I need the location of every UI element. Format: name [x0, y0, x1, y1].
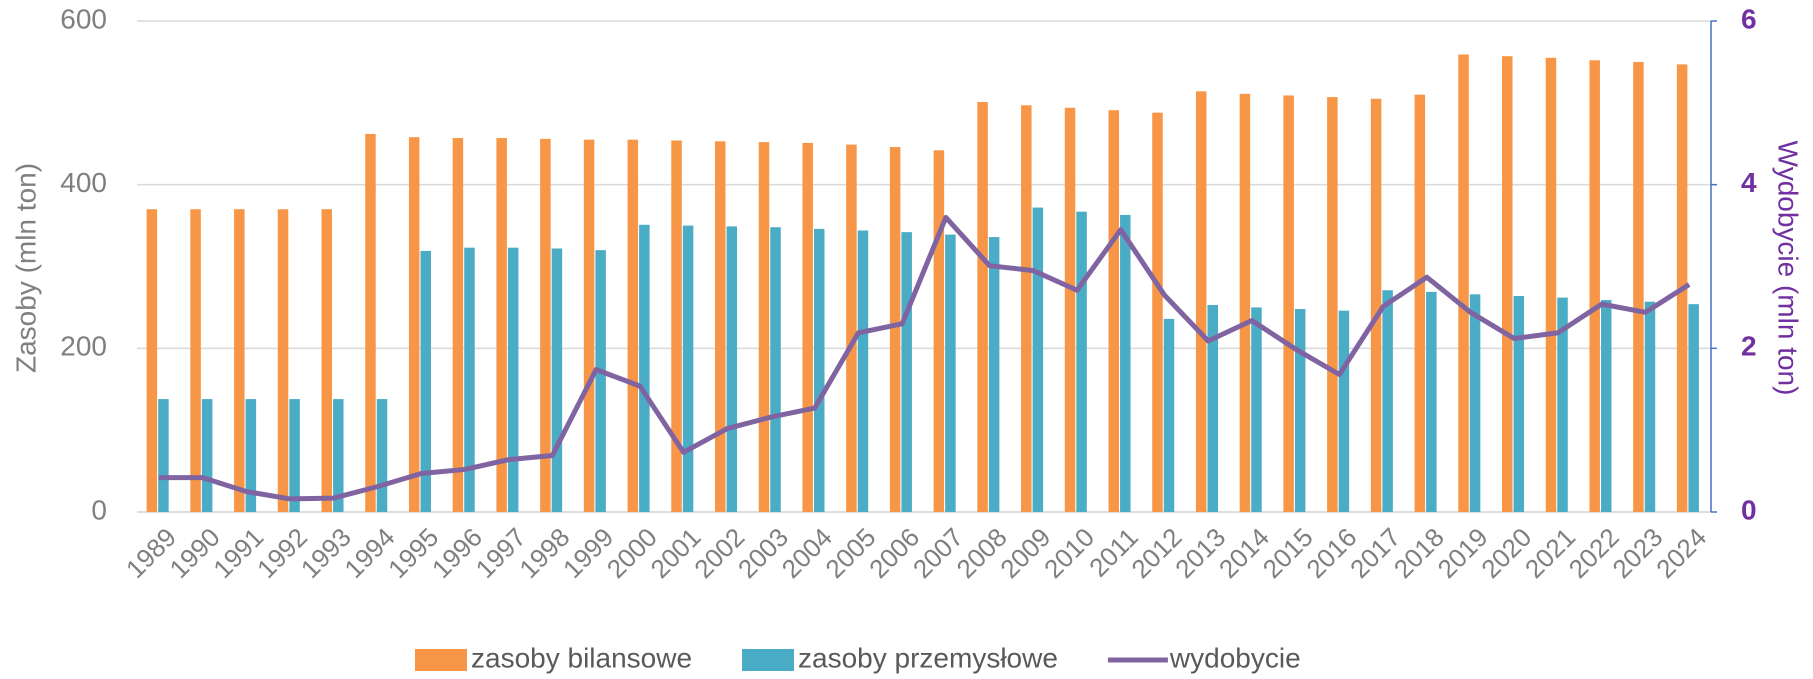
x-tick-label: 2024: [1650, 522, 1712, 584]
bar: [1600, 300, 1612, 512]
legend-label: zasoby bilansowe: [471, 642, 692, 673]
bar: [583, 139, 595, 513]
bar: [234, 209, 245, 512]
bar: [715, 141, 726, 513]
y-tick-label: 600: [60, 3, 107, 34]
bar: [988, 237, 1000, 513]
bar: [945, 234, 956, 512]
bar: [857, 230, 869, 512]
bar: [1633, 61, 1644, 513]
bar: [420, 250, 431, 512]
bar: [846, 144, 857, 512]
bar: [901, 232, 912, 512]
bar: [1426, 291, 1437, 512]
bar: [758, 142, 770, 512]
bar: [802, 142, 813, 512]
bar: [496, 138, 507, 512]
legend-label: wydobycie: [1169, 642, 1301, 673]
bar: [1108, 110, 1120, 512]
bar: [507, 247, 519, 512]
y2-tick-label: 4: [1741, 167, 1757, 198]
y-tick-label: 200: [60, 331, 107, 362]
bar: [1589, 60, 1600, 512]
bar: [1152, 112, 1163, 513]
bar: [158, 399, 169, 512]
bar: [1644, 301, 1656, 512]
bar: [376, 399, 388, 512]
y2-tick-label: 6: [1741, 3, 1757, 34]
y2-tick-label: 0: [1741, 494, 1757, 525]
bar: [1370, 98, 1382, 512]
bar: [1338, 310, 1350, 512]
bar: [1207, 304, 1218, 512]
bar: [1294, 309, 1306, 512]
legend-swatch: [742, 649, 795, 671]
bar: [452, 138, 464, 512]
line: [158, 214, 1691, 502]
bar: [1513, 295, 1525, 512]
bar: [1032, 207, 1044, 512]
legend-swatch: [415, 649, 467, 671]
bar: [1021, 105, 1032, 512]
bar: [977, 102, 988, 512]
bar: [1239, 93, 1251, 512]
bar: [682, 225, 694, 513]
bar: [464, 247, 475, 512]
bar: [245, 399, 257, 512]
bar: [1283, 95, 1294, 513]
bar: [333, 399, 344, 512]
bar: [1545, 57, 1557, 512]
y-tick-label: 0: [91, 494, 107, 525]
bar: [1458, 54, 1469, 512]
bar: [1469, 294, 1481, 512]
bar: [1163, 318, 1175, 512]
bar: [321, 209, 333, 512]
y-tick-label: 400: [60, 167, 107, 198]
bar: [1120, 214, 1131, 512]
bar: [933, 150, 945, 512]
y2-tick-label: 2: [1741, 331, 1757, 362]
bar: [627, 139, 639, 513]
bar: [1064, 107, 1076, 512]
bar: [1688, 304, 1699, 512]
bar: [190, 209, 201, 512]
bar: [1251, 307, 1262, 512]
legend-label: zasoby przemysłowe: [798, 642, 1058, 673]
bar: [1327, 97, 1338, 512]
bar: [671, 140, 682, 512]
bar: [770, 227, 781, 512]
bar: [408, 137, 420, 512]
bar: [551, 248, 563, 512]
bar: [639, 224, 650, 512]
bar: [889, 147, 901, 513]
bar: [146, 209, 158, 512]
bar: [277, 209, 289, 512]
y-axis-label: Zasoby (mln ton): [10, 163, 41, 373]
bar: [1557, 297, 1568, 512]
bar: [595, 250, 606, 512]
bar: [726, 226, 738, 512]
bar: [540, 138, 551, 512]
bar: [1502, 56, 1513, 513]
bar: [365, 133, 376, 512]
bar: [1414, 94, 1426, 513]
bar: [289, 399, 300, 512]
bar: [1382, 290, 1393, 512]
bar: [201, 399, 213, 512]
bar: [1076, 211, 1087, 512]
bar: [813, 228, 825, 512]
y2-axis-label: Wydobycie (mln ton): [1773, 141, 1804, 396]
bar: [1195, 91, 1207, 513]
